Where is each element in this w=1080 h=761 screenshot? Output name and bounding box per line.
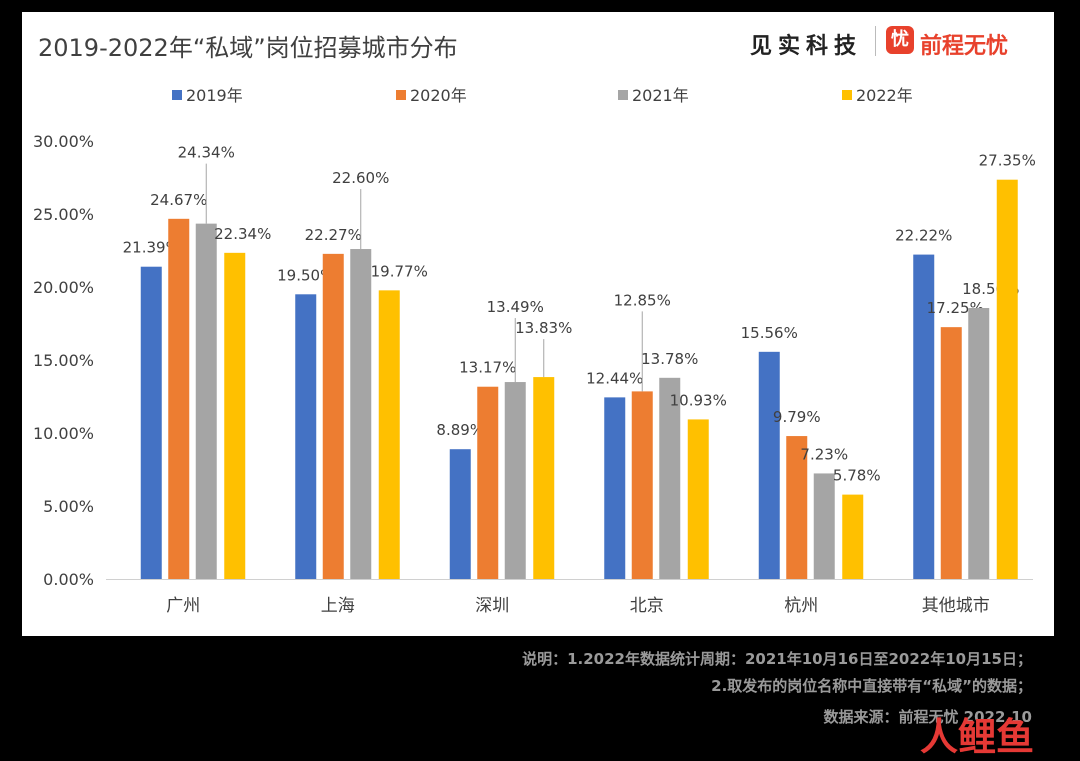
data-label: 22.27%	[305, 226, 362, 244]
y-tick-label: 0.00%	[43, 570, 94, 589]
bar-深圳-2020年	[477, 386, 499, 579]
data-label: 13.78%	[641, 350, 698, 368]
y-tick-label: 20.00%	[33, 278, 94, 297]
y-tick-label: 25.00%	[33, 205, 94, 224]
data-label: 22.22%	[895, 227, 952, 245]
data-label: 24.67%	[150, 191, 207, 209]
brand-jianshi: 见实科技	[750, 34, 863, 59]
chart-card: 2019-2022年“私域”岗位招募城市分布 见实科技 忧 前程无忧 2019年…	[22, 12, 1054, 636]
bar-深圳-2019年	[449, 449, 471, 579]
bar-上海-2022年	[378, 290, 400, 579]
legend-label: 2020年	[410, 86, 467, 105]
x-category-label: 深圳	[475, 596, 509, 616]
legend-item: 2021年	[618, 82, 689, 106]
brand-qiancheng: 前程无忧	[920, 34, 1009, 59]
y-tick-label: 15.00%	[33, 351, 94, 370]
y-tick-label: 10.00%	[33, 424, 94, 443]
chart-notes: 说明：1.2022年数据统计周期：2021年10月16日至2022年10月15日…	[522, 646, 1032, 700]
data-source: 数据来源：前程无忧 2022.10	[823, 708, 1032, 726]
y-tick-label: 30.00%	[33, 132, 94, 151]
note-line-2: 2.取发布的岗位名称中直接带有“私域”的数据；	[711, 677, 1032, 695]
qiancheng-logo-icon: 忧	[886, 26, 914, 54]
legend-swatch	[842, 90, 852, 100]
chart-title: 2019-2022年“私域”岗位招募城市分布	[38, 34, 458, 62]
x-category-label: 北京	[630, 596, 664, 616]
bar-广州-2021年	[195, 223, 217, 580]
legend-item: 2022年	[842, 82, 913, 106]
data-label: 22.34%	[214, 225, 271, 243]
legend-item: 2020年	[396, 82, 467, 106]
data-label: 13.49%	[487, 298, 544, 316]
bar-上海-2021年	[350, 249, 372, 580]
bar-广州-2022年	[224, 252, 246, 579]
bar-其他城市-2019年	[913, 254, 935, 579]
legend-swatch	[172, 90, 182, 100]
data-label: 8.89%	[436, 421, 484, 439]
data-label: 19.50%	[277, 266, 334, 284]
bar-北京-2019年	[604, 397, 626, 579]
data-label: 13.83%	[515, 319, 572, 337]
legend-label: 2019年	[186, 86, 243, 105]
bar-其他城市-2020年	[940, 327, 962, 579]
data-label: 7.23%	[800, 445, 848, 463]
bar-深圳-2021年	[504, 382, 526, 579]
bar-其他城市-2022年	[996, 179, 1018, 579]
data-label: 5.78%	[833, 467, 881, 485]
data-label: 12.44%	[586, 369, 643, 387]
data-label: 24.34%	[178, 144, 235, 162]
legend-item: 2019年	[172, 82, 243, 106]
data-label: 22.60%	[332, 169, 389, 187]
legend-label: 2022年	[856, 86, 913, 105]
bar-北京-2022年	[687, 419, 709, 579]
data-label: 10.93%	[670, 391, 727, 409]
data-label: 9.79%	[773, 408, 821, 426]
data-label: 13.17%	[459, 359, 516, 377]
bar-chart: 0.00% 5.00% 10.00% 15.00% 20.00% 25.00% 30.00%…	[33, 132, 1036, 616]
x-category-label: 其他城市	[922, 596, 990, 616]
legend-swatch	[396, 90, 406, 100]
legend-swatch	[618, 90, 628, 100]
bar-广州-2020年	[168, 218, 190, 579]
bar-其他城市-2021年	[968, 308, 990, 579]
bar-上海-2019年	[295, 294, 317, 579]
bar-深圳-2022年	[533, 377, 555, 579]
x-category-label: 上海	[321, 596, 355, 616]
bar-杭州-2019年	[758, 351, 780, 579]
bar-杭州-2020年	[786, 436, 808, 579]
bar-北京-2020年	[631, 391, 653, 579]
x-category-label: 杭州	[784, 596, 818, 616]
data-label: 21.39%	[123, 239, 180, 257]
bar-杭州-2022年	[842, 494, 864, 579]
data-label: 15.56%	[741, 324, 798, 342]
chart-legend: 2019年 2020年 2021年 2022年	[22, 82, 1054, 106]
bar-广州-2019年	[140, 266, 162, 579]
y-tick-label: 5.00%	[43, 497, 94, 516]
data-label: 19.77%	[371, 262, 428, 280]
data-label: 27.35%	[979, 152, 1036, 170]
bar-北京-2021年	[659, 377, 681, 579]
bar-杭州-2021年	[813, 473, 835, 579]
note-line-1: 说明：1.2022年数据统计周期：2021年10月16日至2022年10月15日…	[522, 650, 1032, 668]
data-label: 12.85%	[614, 291, 671, 309]
bar-上海-2020年	[322, 253, 344, 579]
legend-label: 2021年	[632, 86, 689, 105]
x-category-label: 广州	[166, 596, 200, 616]
brand-divider	[875, 26, 876, 56]
watermark: 人鲤鱼	[920, 715, 1035, 759]
